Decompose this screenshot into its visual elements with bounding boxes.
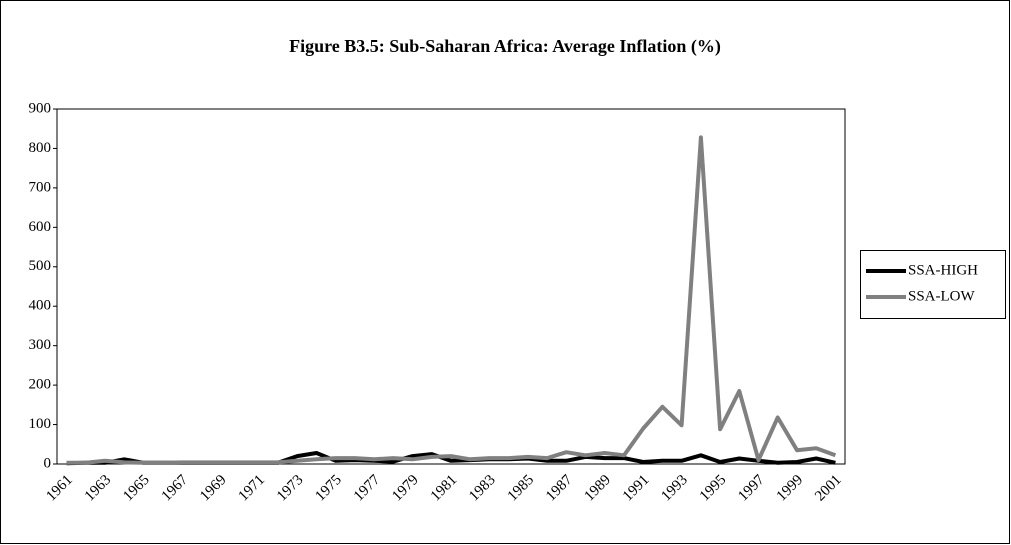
legend (860, 250, 1006, 319)
chart-title: Figure B3.5: Sub-Saharan Africa: Average… (289, 36, 721, 57)
y-tick-label: 600 (29, 219, 52, 235)
legend-label: SSA-LOW (908, 288, 976, 304)
y-tick-label: 200 (29, 377, 52, 393)
y-tick-label: 800 (29, 140, 52, 156)
legend-label: SSA-HIGH (908, 262, 978, 278)
y-tick-label: 300 (29, 337, 52, 353)
series-line (66, 135, 837, 465)
y-tick-label: 900 (29, 100, 52, 116)
y-tick-label: 700 (29, 179, 52, 195)
plot-area (56, 108, 846, 465)
y-tick-label: 400 (29, 298, 52, 314)
y-tick-label: 500 (29, 258, 52, 274)
y-tick-label: 0 (44, 455, 52, 471)
y-tick-label: 100 (29, 416, 52, 432)
